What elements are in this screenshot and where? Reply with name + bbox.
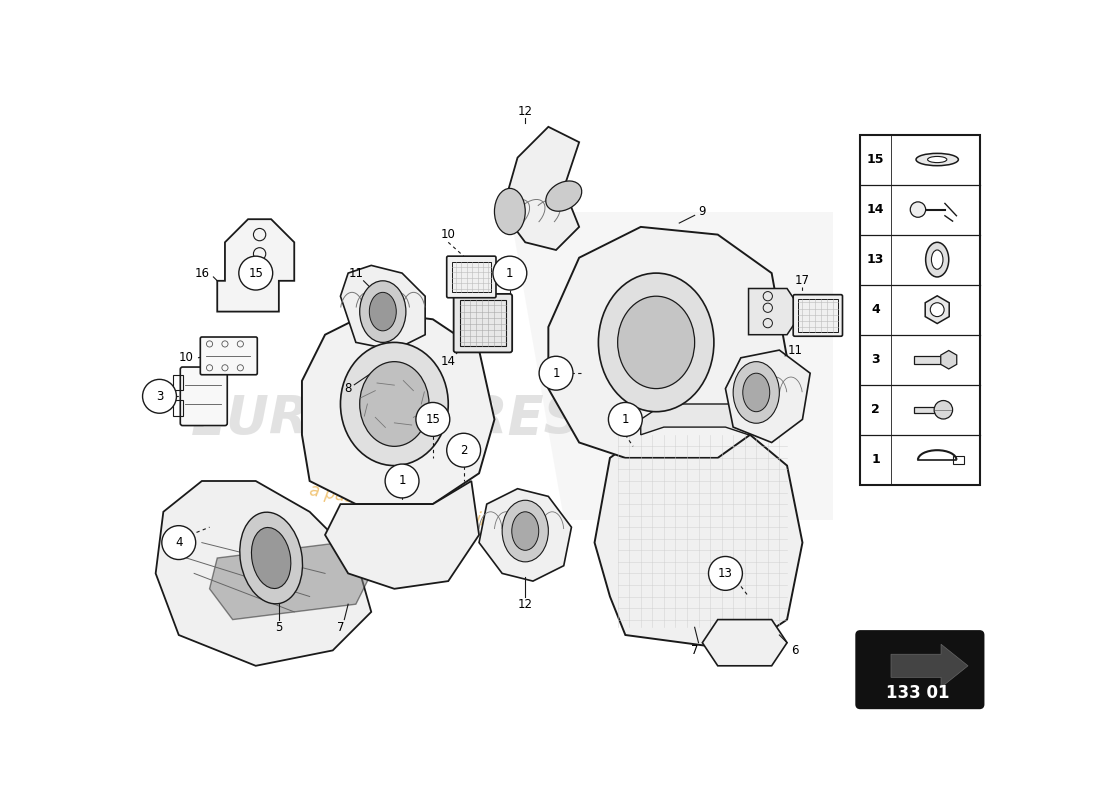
Text: 7: 7 [337, 621, 344, 634]
Polygon shape [702, 619, 786, 666]
Ellipse shape [240, 512, 303, 604]
Text: 11: 11 [788, 344, 802, 357]
Ellipse shape [733, 362, 779, 423]
Text: 9: 9 [698, 205, 706, 218]
Text: 12: 12 [518, 105, 532, 118]
Bar [174, 400, 184, 415]
Polygon shape [509, 211, 834, 519]
Text: 10: 10 [179, 351, 194, 364]
Text: 15: 15 [867, 153, 884, 166]
Text: 5: 5 [275, 621, 283, 634]
Ellipse shape [598, 273, 714, 412]
Circle shape [385, 464, 419, 498]
Text: 17: 17 [795, 274, 810, 287]
Ellipse shape [618, 296, 695, 389]
Ellipse shape [370, 292, 396, 331]
Ellipse shape [546, 181, 582, 211]
Ellipse shape [360, 362, 429, 446]
Text: 16: 16 [195, 266, 209, 280]
Ellipse shape [927, 157, 947, 162]
Circle shape [493, 256, 527, 290]
Polygon shape [209, 542, 372, 619]
Text: 2: 2 [460, 444, 467, 457]
Polygon shape [726, 350, 810, 442]
Ellipse shape [742, 373, 770, 412]
Text: 11: 11 [349, 266, 363, 280]
Polygon shape [594, 419, 802, 650]
Polygon shape [301, 311, 495, 504]
Text: 1: 1 [871, 454, 880, 466]
Circle shape [910, 202, 926, 218]
Text: 133 01: 133 01 [887, 684, 949, 702]
Ellipse shape [252, 527, 290, 589]
Text: 15: 15 [249, 266, 263, 280]
Text: 12: 12 [518, 598, 532, 610]
FancyBboxPatch shape [180, 367, 228, 426]
Bar [914, 356, 945, 363]
Text: 1: 1 [398, 474, 406, 487]
Bar [860, 134, 979, 485]
Ellipse shape [502, 500, 548, 562]
Text: 2: 2 [871, 403, 880, 416]
Ellipse shape [360, 281, 406, 342]
Text: 4: 4 [871, 303, 880, 316]
Circle shape [447, 434, 481, 467]
Ellipse shape [341, 342, 449, 466]
Circle shape [239, 256, 273, 290]
Bar [460, 300, 506, 346]
Polygon shape [156, 481, 372, 666]
Text: 13: 13 [867, 253, 884, 266]
Circle shape [934, 401, 953, 419]
Text: 3: 3 [871, 354, 880, 366]
Polygon shape [548, 227, 786, 458]
Polygon shape [478, 489, 572, 581]
Polygon shape [502, 126, 579, 250]
Circle shape [931, 302, 944, 317]
Circle shape [416, 402, 450, 436]
FancyBboxPatch shape [856, 631, 983, 708]
Text: EUROSPARES: EUROSPARES [190, 394, 583, 446]
Circle shape [608, 402, 642, 436]
Text: 1: 1 [621, 413, 629, 426]
Text: 14: 14 [441, 355, 455, 368]
Circle shape [162, 526, 196, 559]
Ellipse shape [916, 154, 958, 166]
Text: 3: 3 [156, 390, 163, 403]
Polygon shape [940, 350, 957, 369]
Polygon shape [326, 481, 478, 589]
Ellipse shape [932, 250, 943, 270]
Circle shape [143, 379, 176, 414]
Text: 8: 8 [344, 382, 352, 395]
Bar [953, 456, 964, 464]
Polygon shape [748, 289, 802, 334]
Text: 1: 1 [552, 366, 560, 380]
Circle shape [539, 356, 573, 390]
Text: a passion for parts since 1985: a passion for parts since 1985 [308, 481, 558, 542]
Text: 10: 10 [441, 228, 455, 241]
Polygon shape [891, 644, 968, 687]
Circle shape [708, 557, 742, 590]
FancyBboxPatch shape [793, 294, 843, 336]
Bar [798, 299, 838, 332]
Text: 6: 6 [791, 644, 799, 657]
Ellipse shape [512, 512, 539, 550]
Bar [174, 374, 184, 390]
Polygon shape [640, 404, 757, 435]
Text: 15: 15 [426, 413, 440, 426]
Polygon shape [218, 219, 295, 311]
Bar [452, 262, 491, 292]
FancyBboxPatch shape [453, 294, 513, 353]
Text: 7: 7 [691, 644, 698, 657]
Polygon shape [341, 266, 425, 350]
Bar [914, 406, 940, 413]
Text: 4: 4 [175, 536, 183, 549]
Polygon shape [925, 296, 949, 323]
Text: 1: 1 [506, 266, 514, 280]
FancyBboxPatch shape [200, 337, 257, 374]
Text: 14: 14 [867, 203, 884, 216]
Ellipse shape [495, 188, 526, 234]
Text: 13: 13 [718, 567, 733, 580]
Ellipse shape [926, 242, 948, 277]
FancyBboxPatch shape [447, 256, 496, 298]
